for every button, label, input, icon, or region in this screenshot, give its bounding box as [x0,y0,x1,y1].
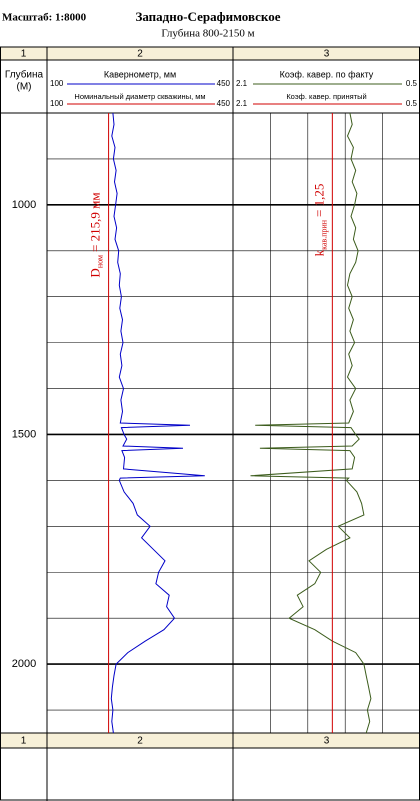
annotation-sub: кав.прин [319,219,328,250]
curve-name: Кавернометр, мм [104,69,176,79]
column-number: 1 [21,49,27,60]
annotation: kкав.прин = 1,25 [311,184,328,257]
curve-name: Коэф. кавер. принятый [286,92,366,101]
curve-name: Номинальный диаметр скважины, мм [74,92,205,101]
annotation: Dном = 215,9 мм [88,192,105,277]
annotation-main: k [311,249,326,256]
scale-min: 100 [50,79,64,88]
depth-tick-label: 2000 [12,658,36,670]
column-footer [0,732,420,749]
scale-max: 450 [217,99,231,108]
curve [250,112,372,734]
scale-min: 2.1 [236,99,248,108]
scale-max: 0.5 [406,99,418,108]
column-number: 3 [324,736,330,747]
scale-max: 0.5 [406,79,418,88]
title: Западно-Серафимовское [135,9,280,24]
scale: Масштаб: 1:8000 [2,12,87,24]
column-number: 2 [137,736,143,747]
column-number: 2 [137,49,143,60]
depth-tick-label: 1000 [12,199,36,211]
scale-min: 100 [50,99,64,108]
annotation-value: = 215,9 мм [88,192,103,252]
column-number: 1 [21,736,27,747]
depth-label: Глубина [5,69,44,81]
curve-name: Коэф. кавер. по факту [280,69,374,79]
depth-label: (М) [17,82,32,93]
scale-min: 2.1 [236,79,248,88]
subtitle: Глубина 800-2150 м [161,28,254,40]
annotation-sub: ном [95,255,104,268]
column-header [0,46,420,61]
annotation-main: D [88,268,103,277]
annotation-value: = 1,25 [311,184,326,217]
depth-tick-label: 1500 [12,428,36,440]
scale-max: 450 [217,79,231,88]
curve [110,112,205,734]
column-number: 3 [324,49,330,60]
